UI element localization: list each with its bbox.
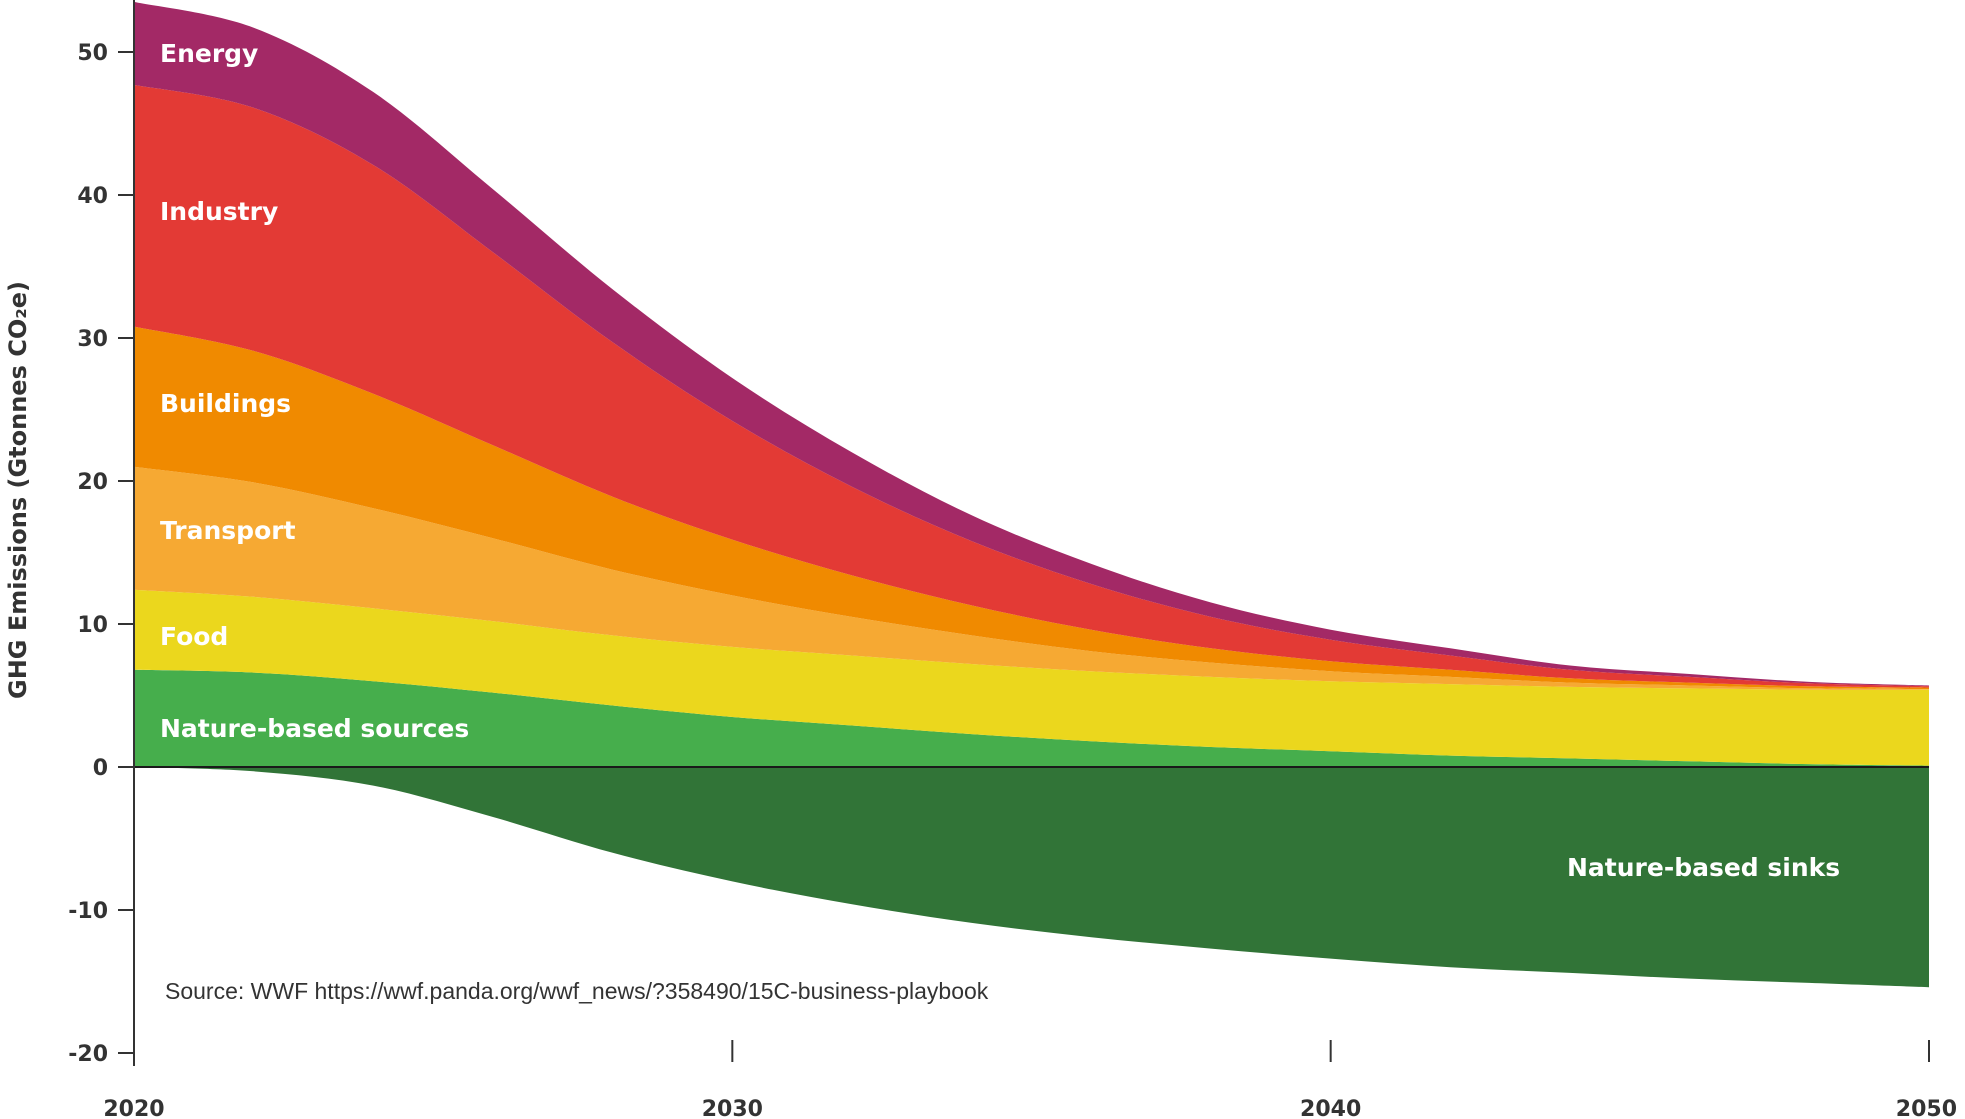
- area-industry: [134, 84, 1929, 688]
- area-transport: [134, 466, 1929, 690]
- area-nature-based-sources: [134, 669, 1929, 767]
- series-label-food: Food: [160, 622, 228, 651]
- y-tick-label: 20: [77, 470, 108, 495]
- series-label-energy: Energy: [160, 39, 258, 68]
- series-label-industry: Industry: [160, 197, 278, 226]
- area-nature-based-sinks: [134, 767, 1929, 988]
- area-food: [134, 589, 1929, 766]
- y-tick-label: -20: [68, 1042, 108, 1067]
- series-label-buildings: Buildings: [160, 389, 291, 418]
- x-tick-label: 2020: [103, 1097, 164, 1119]
- y-tick-label: 0: [93, 756, 108, 781]
- series-label-nature-based-sources: Nature-based sources: [160, 714, 469, 743]
- x-tick-label: 2040: [1300, 1097, 1361, 1119]
- series-labels: Nature-based sources Food Transport Buildin…: [160, 39, 1840, 882]
- area-layers: [134, 1, 1929, 988]
- area-buildings: [134, 326, 1929, 690]
- x-tick-label: 2050: [1896, 1097, 1957, 1119]
- y-tick-label: 10: [77, 613, 108, 638]
- area-energy: [134, 1, 1929, 687]
- source-note: Source: WWF https://wwf.panda.org/wwf_ne…: [165, 978, 989, 1004]
- x-tick-label: 2030: [702, 1097, 763, 1119]
- y-tick-label: 40: [77, 184, 108, 209]
- y-tick-label: 30: [77, 327, 108, 352]
- series-label-nature-based-sinks: Nature-based sinks: [1567, 853, 1840, 882]
- y-tick-label: 50: [77, 41, 108, 66]
- axes: 50 40 30 20 10 0 -10 -20 2020 2030 2040 2050: [68, 0, 1957, 1119]
- y-tick-label: -10: [68, 899, 108, 924]
- series-label-transport: Transport: [160, 516, 296, 545]
- y-axis-label: GHG Emissions (Gtonnes CO₂e): [4, 281, 32, 699]
